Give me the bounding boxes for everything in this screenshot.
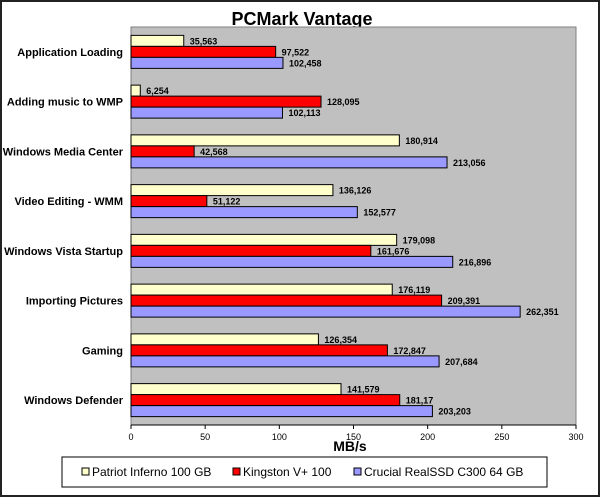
data-label: 136,126 (339, 186, 372, 196)
category-label: Importing Pictures (26, 296, 123, 308)
bar (130, 134, 400, 147)
category-label: Adding music to WMP (7, 97, 123, 109)
data-label: 128,095 (327, 97, 360, 107)
category-label: Windows Media Center (3, 146, 124, 158)
bar (130, 195, 208, 208)
data-label: 213,056 (453, 158, 486, 168)
data-label: 172,847 (393, 346, 426, 356)
bar (130, 244, 372, 257)
data-label: 126,354 (324, 335, 357, 345)
chart-title: PCMark Vantage (231, 9, 372, 29)
data-label: 42,568 (200, 147, 228, 157)
bar (130, 405, 433, 418)
x-axis-label: MB/s (333, 438, 367, 454)
data-label: 102,458 (289, 58, 322, 68)
category-label: Gaming (82, 345, 123, 357)
data-label: 209,391 (448, 296, 481, 306)
bar (130, 283, 393, 296)
bar (130, 294, 443, 307)
legend: Patriot Inferno 100 GB Kingston V+ 100 Cru… (61, 456, 548, 488)
data-label: 152,577 (363, 208, 396, 218)
bar (130, 45, 277, 58)
data-label: 181,17 (406, 396, 434, 406)
data-label: 207,684 (445, 357, 478, 367)
data-label: 176,119 (398, 285, 430, 295)
bar (130, 355, 440, 368)
x-tick-label: 0 (128, 432, 133, 442)
data-label: 203,203 (438, 407, 471, 417)
bar (130, 206, 358, 219)
data-label: 179,098 (403, 235, 436, 245)
data-label: 161,676 (377, 246, 410, 256)
bar (130, 34, 185, 47)
bar (130, 84, 141, 97)
x-tick-label: 150 (346, 432, 361, 442)
bar (130, 333, 319, 346)
bar (130, 95, 322, 108)
x-tick-label: 50 (200, 432, 210, 442)
category-label: Video Editing - WMM (14, 196, 123, 208)
x-tick-label: 100 (272, 432, 287, 442)
x-tick-label: 250 (494, 432, 509, 442)
bar (130, 383, 342, 396)
bar (130, 145, 195, 158)
data-label: 35,563 (190, 36, 218, 46)
bar (130, 344, 388, 357)
data-label: 216,896 (459, 257, 492, 267)
legend-label: Kingston V+ 100 (243, 465, 332, 479)
x-tick-label: 200 (420, 432, 435, 442)
bar (130, 394, 401, 407)
legend-label: Crucial RealSSD C300 64 GB (364, 465, 523, 479)
data-label: 97,522 (282, 47, 310, 57)
bar (130, 233, 398, 246)
data-label: 180,914 (405, 136, 438, 146)
category-label: Application Loading (17, 47, 123, 59)
data-label: 141,579 (347, 385, 380, 395)
x-tick-label: 300 (568, 432, 583, 442)
bar (130, 184, 334, 197)
data-label: 6,254 (146, 86, 169, 96)
bar (130, 156, 448, 169)
legend-swatch (353, 467, 362, 476)
category-label: Windows Defender (24, 395, 124, 407)
legend-label: Patriot Inferno 100 GB (92, 465, 211, 479)
legend-swatch (81, 467, 90, 476)
bar (130, 106, 283, 119)
data-label: 51,122 (213, 197, 241, 207)
bar (130, 255, 454, 268)
bar (130, 56, 284, 69)
data-label: 102,113 (288, 108, 320, 118)
data-label: 262,351 (526, 307, 559, 317)
bar (130, 305, 521, 318)
legend-swatch (232, 467, 241, 476)
category-label: Windows Vista Startup (4, 246, 123, 258)
